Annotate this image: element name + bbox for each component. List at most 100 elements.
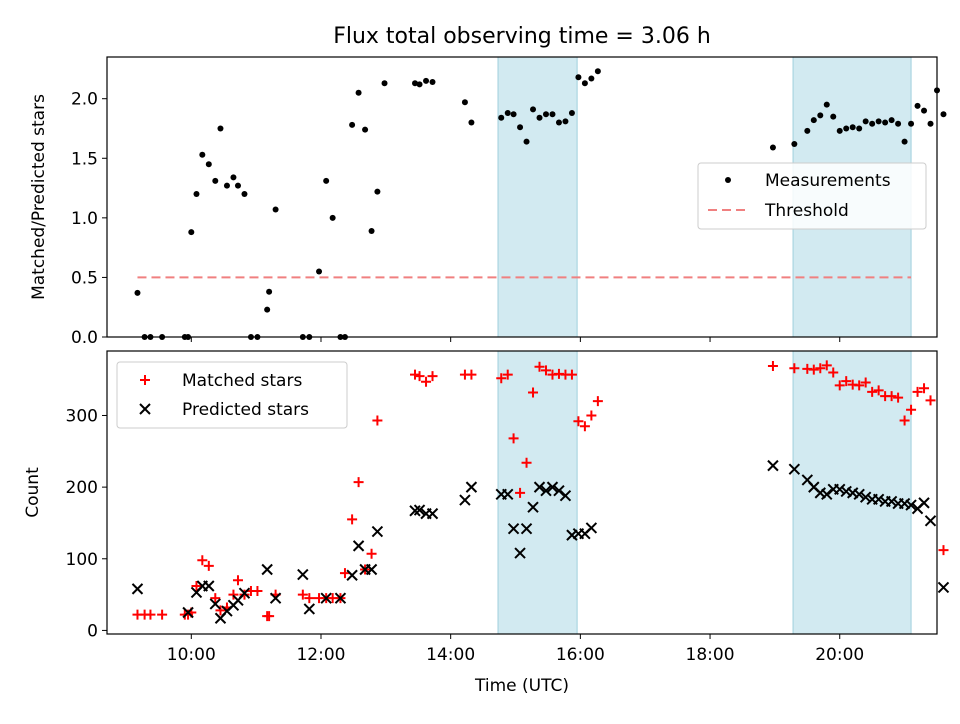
measurement-point: [914, 102, 921, 109]
predicted-star-point: [885, 495, 898, 508]
measurement-point: [575, 74, 582, 81]
predicted-star-point: [585, 522, 598, 534]
x-tick-label: 18:00: [686, 645, 735, 665]
matched-star-point: [767, 361, 778, 372]
matched-star-point: [466, 369, 477, 380]
predicted-star-point: [465, 481, 478, 493]
matched-star-point: [145, 609, 156, 620]
matched-star-point: [540, 365, 551, 376]
predicted-star-point: [937, 581, 950, 594]
measurement-point: [581, 80, 588, 87]
observing-span: [497, 56, 578, 338]
matched-star-point: [232, 575, 243, 586]
matched-star-point: [912, 386, 923, 397]
matched-star-point: [873, 385, 884, 396]
matched-star-point: [808, 364, 819, 375]
measurement-point: [223, 182, 230, 189]
observing-span: [497, 350, 578, 635]
predicted-star-point: [834, 483, 846, 495]
matched-star-point: [573, 416, 584, 427]
predicted-star-point: [502, 488, 514, 500]
measurement-point: [562, 118, 569, 125]
matched-star-point: [925, 395, 936, 406]
legend-marker-measurements: [725, 177, 731, 183]
matched-star-point: [347, 514, 358, 525]
predicted-star-point: [559, 490, 572, 502]
measurement-point: [927, 120, 934, 127]
y-tick-label: 300: [66, 406, 98, 426]
predicted-star-point: [182, 606, 194, 619]
matched-star-point: [197, 555, 208, 566]
y-tick-label: 1.0: [71, 209, 98, 229]
predicted-star-point: [269, 592, 282, 604]
matched-star-point: [157, 609, 168, 620]
predicted-star-point: [261, 563, 273, 576]
measurement-point: [381, 80, 388, 87]
axes-frame: [106, 350, 938, 635]
x-axis-label: Time (UTC): [474, 676, 569, 696]
measurement-point: [329, 214, 336, 221]
measurement-point: [594, 68, 601, 75]
matched-star-point: [566, 369, 577, 380]
matched-star-point: [592, 396, 603, 407]
matched-star-point: [789, 363, 800, 374]
measurement-point: [817, 112, 824, 119]
measurement-point: [523, 138, 530, 145]
matched-star-point: [353, 477, 364, 488]
measurement-point: [888, 117, 895, 124]
matched-star-point: [854, 380, 865, 391]
y-axis-label: Matched/Predicted stars: [29, 94, 49, 300]
matched-star-point: [372, 415, 383, 426]
measurement-point: [588, 75, 595, 82]
predicted-star-point: [507, 522, 520, 535]
top-axes: 0.0 0.5 1.0 1.5 2.0 Matched/Predicted stars Me…: [29, 56, 947, 348]
x-tick-label: 20:00: [815, 645, 864, 665]
predicted-star-point: [346, 569, 358, 581]
predicted-star-point: [514, 547, 526, 559]
measurement-point: [836, 127, 843, 134]
predicted-star-point: [371, 525, 384, 538]
legend-label-threshold: Threshold: [764, 201, 849, 221]
matched-star-point: [534, 361, 545, 372]
y-tick-label: 2.0: [71, 90, 98, 110]
measurement-point: [362, 126, 369, 133]
predicted-star-point: [918, 497, 930, 509]
y-tick-label: 0.5: [71, 268, 98, 288]
measurement-point: [568, 110, 575, 116]
measurement-point: [412, 80, 419, 87]
predicted-star-point: [853, 488, 865, 500]
matched-star-point: [203, 560, 214, 571]
matched-star-point: [834, 380, 845, 391]
predicted-star-point: [320, 592, 332, 604]
measurement-point: [188, 229, 195, 236]
matched-star-point: [938, 545, 949, 556]
measurement-point: [921, 107, 928, 114]
y-tick-label: 0.0: [71, 328, 98, 348]
measurement-point: [368, 227, 375, 234]
measurement-point: [769, 144, 776, 151]
measurement-point: [193, 191, 200, 198]
predicted-star-point: [459, 494, 471, 506]
predicted-star-point: [334, 592, 347, 604]
predicted-star-point: [540, 485, 552, 497]
measurement-point: [355, 89, 362, 96]
matched-star-point: [421, 376, 432, 387]
matched-star-point: [906, 404, 917, 415]
measurement-point: [423, 77, 430, 84]
matched-star-point: [414, 371, 425, 382]
predicted-star-point: [821, 488, 833, 500]
predicted-star-point: [546, 481, 559, 493]
predicted-star-point: [533, 481, 546, 493]
matched-star-point: [427, 371, 438, 382]
measurement-point: [272, 206, 279, 213]
matched-star-point: [508, 433, 519, 444]
measurement-point: [823, 101, 830, 108]
y-tick-label: 1.5: [71, 149, 98, 169]
predicted-star-point: [859, 491, 872, 503]
measurement-point: [791, 140, 798, 147]
matched-star-point: [867, 386, 878, 397]
matched-star-point: [893, 392, 904, 403]
measurement-point: [199, 151, 206, 158]
matched-star-point: [515, 487, 526, 498]
